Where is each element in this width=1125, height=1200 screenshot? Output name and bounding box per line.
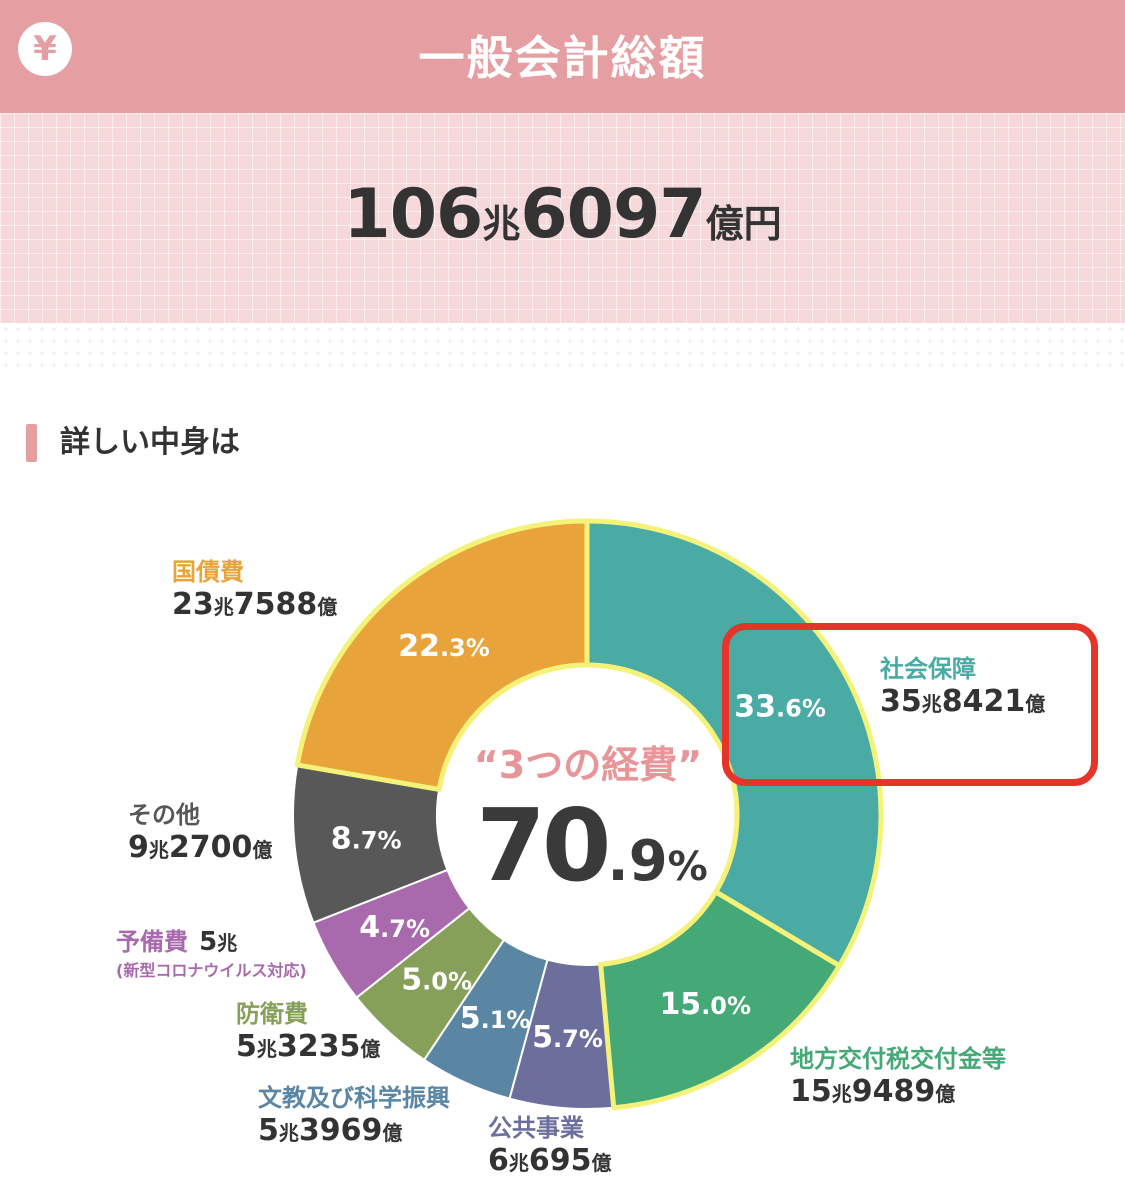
category-name: 社会保障	[880, 655, 976, 683]
percent-label-3: 5.1%	[460, 1001, 531, 1036]
percent-label-4: 5.0%	[401, 962, 472, 997]
center-value-int: 70	[476, 787, 607, 904]
percent-label-1: 15.0%	[659, 987, 751, 1022]
percent-label-2: 5.7%	[532, 1020, 603, 1055]
highlight-box	[722, 623, 1098, 786]
section-marker	[26, 424, 37, 462]
category-amount: 5兆3235億	[236, 1029, 381, 1064]
header-bar: ¥ 一般会計総額	[0, 0, 1125, 113]
percent-label-7: 22.3%	[398, 629, 490, 664]
category-amount: 9兆2700億	[128, 830, 273, 865]
category-name: 国債費	[172, 558, 244, 586]
category-name: 防衛費	[236, 1000, 308, 1028]
category-name: 地方交付税交付金等	[790, 1045, 1006, 1073]
center-caption: “3つの経費”	[474, 743, 702, 787]
category-name: 文教及び科学振興	[258, 1084, 450, 1112]
category-label-0: 社会保障 35兆8421億	[880, 654, 1045, 722]
category-amount: 23兆7588億	[172, 587, 338, 622]
section-title: 詳しい中身は	[60, 425, 240, 460]
total-unit-1: 兆	[482, 202, 521, 246]
total-band: 106兆6097億円	[0, 113, 1125, 323]
percent-label-6: 8.7%	[331, 822, 402, 857]
category-label-7: 国債費 23兆7588億	[172, 557, 337, 625]
category-label-6: その他 9兆2700億	[128, 800, 272, 868]
highlight-outline-1	[598, 889, 842, 1111]
category-name: その他	[128, 801, 200, 829]
category-amount: 15兆9489億	[790, 1074, 956, 1109]
percent-label-0: 33.6%	[734, 689, 826, 724]
total-unit-2: 億円	[705, 202, 782, 246]
category-name: 予備費	[116, 928, 188, 956]
yen-icon: ¥	[18, 22, 72, 76]
total-number-2: 6097	[520, 175, 706, 254]
center-value: 70.9%	[476, 787, 708, 904]
category-amount: 5兆	[199, 927, 238, 957]
donut-highlight-outline	[294, 518, 884, 1111]
category-label-5: 予備費 5兆 (新型コロナウイルス対応)	[116, 924, 307, 981]
category-label-3: 文教及び科学振興 5兆3969億	[258, 1083, 450, 1151]
category-name: 公共事業	[488, 1114, 584, 1142]
category-label-2: 公共事業 6兆695億	[488, 1113, 612, 1181]
category-amount: 5兆3969億	[258, 1113, 403, 1148]
center-value-dec: .9	[607, 829, 667, 894]
category-label-4: 防衛費 5兆3235億	[236, 999, 380, 1067]
total-amount: 106兆6097億円	[0, 175, 1125, 254]
total-number-1: 106	[343, 175, 483, 254]
highlight-outline-2	[294, 518, 590, 792]
category-label-1: 地方交付税交付金等 15兆9489億	[790, 1044, 1006, 1112]
donut-percent-labels: 33.6% 15.0% 5.7%5.1% 5.0% 4.7% 8.7% 22.3%	[331, 629, 826, 1055]
dotted-divider	[0, 323, 1125, 368]
percent-label-5: 4.7%	[359, 910, 430, 945]
category-amount: 35兆8421億	[880, 684, 1046, 719]
category-note: (新型コロナウイルス対応)	[116, 961, 307, 980]
center-value-unit: %	[668, 844, 708, 890]
category-amount: 6兆695億	[488, 1143, 612, 1178]
page-title: 一般会計総額	[418, 31, 707, 85]
highlight-outline-0	[584, 518, 884, 969]
